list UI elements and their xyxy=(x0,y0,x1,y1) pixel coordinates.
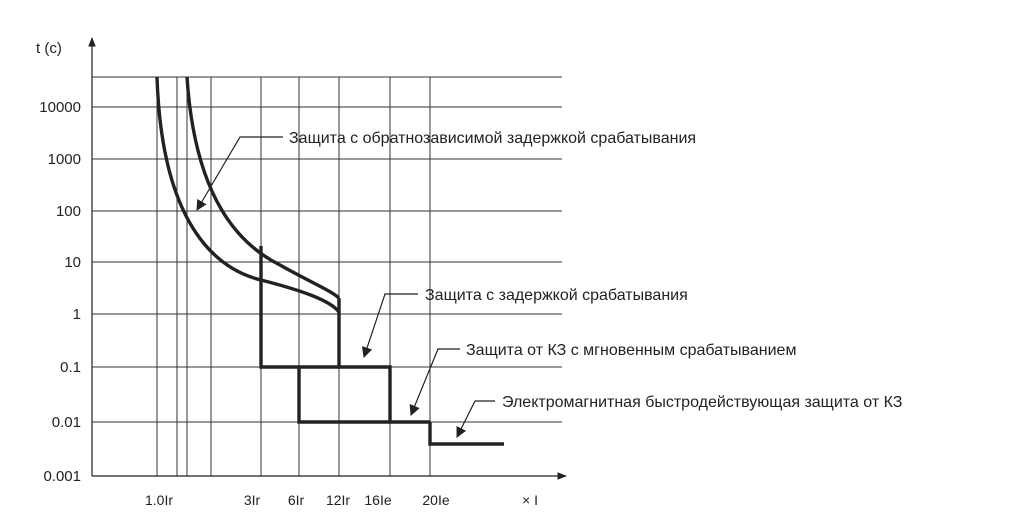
y-tick-label: 10000 xyxy=(39,99,81,116)
y-tick-label: 1 xyxy=(73,306,81,323)
x-tick-label: 1.0Ir xyxy=(145,492,173,508)
annotation-electromagnetic: Электромагнитная быстродействующая защит… xyxy=(502,394,902,411)
electromagnetic-step xyxy=(428,422,504,446)
leader-short-delay xyxy=(361,293,418,359)
leader-electromagnetic xyxy=(456,400,495,438)
x-tick-label: 16Ie xyxy=(364,492,391,508)
y-tick-label: 100 xyxy=(56,203,81,220)
x-tick-label: 20Ie xyxy=(422,492,449,508)
inverse-time-lower-curve xyxy=(155,76,341,314)
annotation-inverse-time: Защита с обратнозависимой задержкой сраб… xyxy=(289,130,696,147)
annotation-instantaneous: Защита от КЗ с мгновенным срабатыванием xyxy=(466,342,796,359)
instantaneous-band xyxy=(297,367,390,424)
trip-characteristic xyxy=(155,76,504,446)
short-delay-band-left xyxy=(259,246,339,369)
x-tick-label: 6Ir xyxy=(288,492,305,508)
y-tick-label: 1000 xyxy=(48,151,81,168)
leader-inverse-time xyxy=(196,136,283,211)
y-axis-title: t (c) xyxy=(36,40,62,57)
x-tick-labels: 1.0Ir 3Ir 6Ir 12Ir 16Ie 20Ie xyxy=(145,492,450,508)
y-tick-labels: 10000 1000 100 10 1 0.1 0.01 0.001 xyxy=(39,99,81,485)
y-tick-label: 0.01 xyxy=(52,414,81,431)
y-tick-label: 0.001 xyxy=(43,468,81,485)
annotation-short-delay: Защита с задержкой срабатывания xyxy=(425,287,688,304)
annotation-leaders xyxy=(196,136,495,438)
horizontal-grid xyxy=(92,76,562,423)
instantaneous-band-right xyxy=(339,365,430,424)
leader-instantaneous xyxy=(409,348,460,416)
x-axis-title: × I xyxy=(522,492,538,508)
y-tick-label: 0.1 xyxy=(60,359,81,376)
x-tick-label: 12Ir xyxy=(326,492,350,508)
y-tick-label: 10 xyxy=(64,254,81,271)
x-tick-label: 3Ir xyxy=(244,492,261,508)
